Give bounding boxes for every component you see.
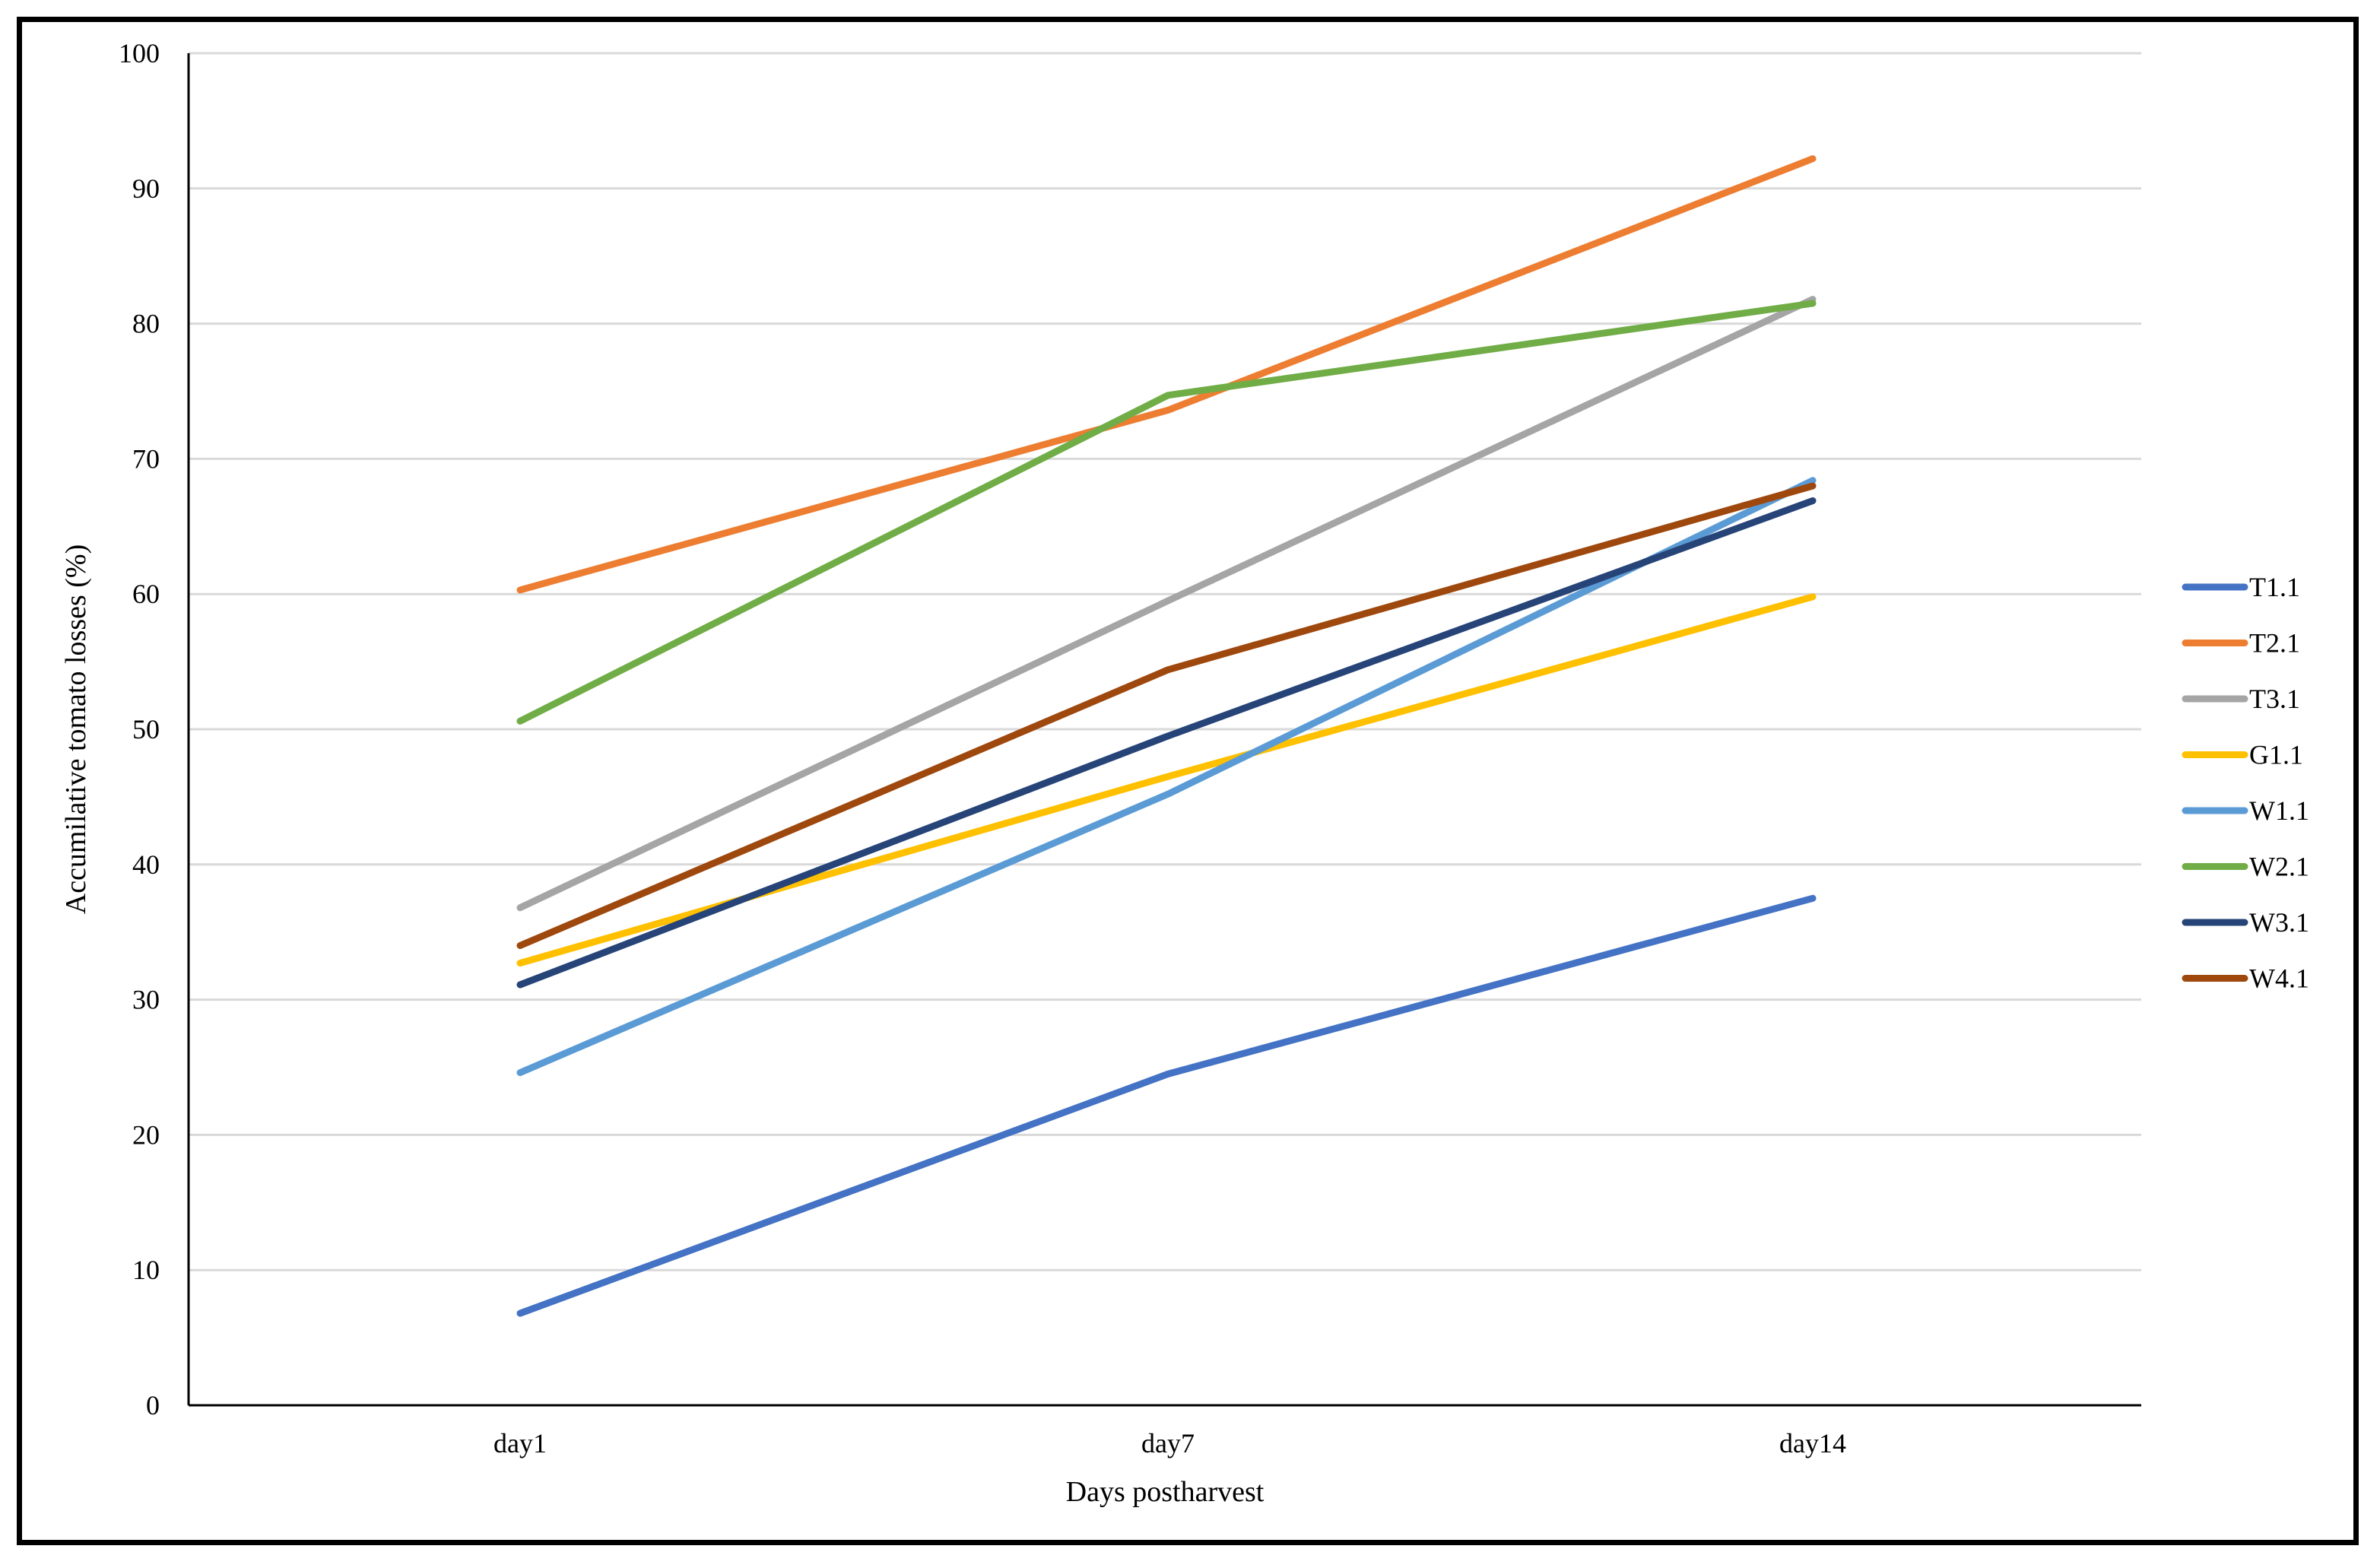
series-line-w3-1 bbox=[516, 497, 1817, 989]
legend-label: T2.1 bbox=[2249, 628, 2300, 659]
y-tick-label: 30 bbox=[132, 985, 160, 1015]
series-line-t2-1 bbox=[516, 155, 1817, 594]
series-line-w4-1 bbox=[516, 482, 1817, 949]
y-tick-label: 70 bbox=[132, 443, 160, 474]
y-tick-label: 40 bbox=[132, 849, 160, 880]
y-tick-label: 50 bbox=[132, 714, 160, 744]
y-tick-label: 0 bbox=[146, 1390, 160, 1420]
y-tick-label: 80 bbox=[132, 309, 160, 339]
y-tick-label: 20 bbox=[132, 1119, 160, 1150]
series-lines bbox=[516, 155, 1817, 1317]
x-tick-label: day1 bbox=[493, 1428, 547, 1458]
legend-label: W2.1 bbox=[2249, 852, 2309, 882]
legend-label: G1.1 bbox=[2249, 740, 2303, 770]
y-tick-label: 10 bbox=[132, 1255, 160, 1285]
y-tick-labels: 0 10 20 30 40 50 60 70 80 90 100 bbox=[119, 38, 160, 1420]
y-tick-label: 100 bbox=[119, 38, 160, 68]
x-tick-label: day7 bbox=[1141, 1428, 1195, 1458]
x-axis-title: Days postharvest bbox=[1066, 1476, 1265, 1508]
x-tick-label: day14 bbox=[1779, 1428, 1846, 1458]
y-tick-label: 90 bbox=[132, 173, 160, 204]
legend-label: W3.1 bbox=[2249, 907, 2309, 938]
legend: T1.1 T2.1 T3.1 G1.1 W1.1 W2.1 W3.1 W4.1 bbox=[2182, 572, 2309, 994]
legend-label: W1.1 bbox=[2249, 795, 2309, 826]
series-line-w2-1 bbox=[516, 300, 1817, 725]
axes bbox=[187, 53, 2141, 1407]
legend-label: W4.1 bbox=[2249, 963, 2309, 994]
series-line-t3-1 bbox=[516, 296, 1817, 912]
series-line-w1-1 bbox=[516, 477, 1817, 1077]
series-line-t1-1 bbox=[516, 894, 1817, 1317]
gridlines bbox=[189, 52, 2141, 1271]
x-tick-labels: day1 day7 day14 bbox=[493, 1428, 1846, 1458]
legend-label: T1.1 bbox=[2249, 572, 2300, 602]
legend-label: T3.1 bbox=[2249, 684, 2300, 714]
y-axis-title: Accumilative tomato losses (%) bbox=[60, 544, 92, 915]
y-tick-label: 60 bbox=[132, 579, 160, 609]
